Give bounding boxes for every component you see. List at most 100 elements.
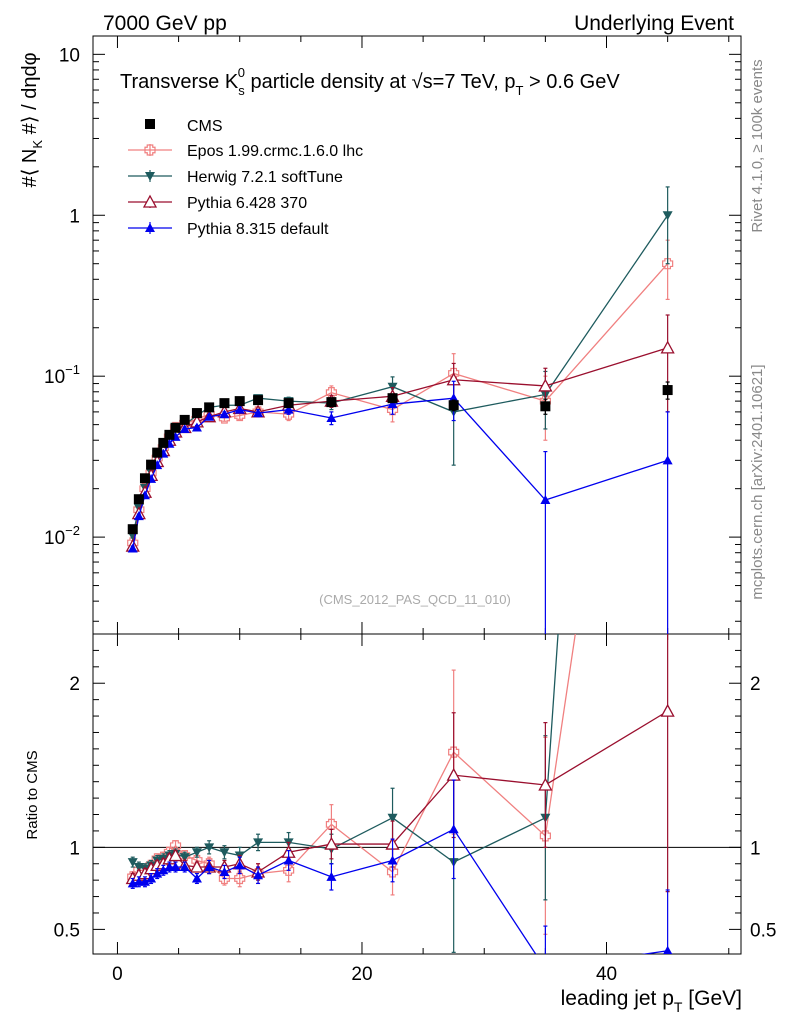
series-line <box>132 347 668 547</box>
point-marker <box>663 945 673 954</box>
ratio-line <box>132 710 668 880</box>
cms-point <box>219 398 230 409</box>
point-marker <box>219 866 230 876</box>
x-tick-label: 20 <box>351 964 372 985</box>
point-marker <box>538 378 553 392</box>
point-marker <box>387 813 398 823</box>
x-axis-label: leading jet pT [GeV] <box>561 987 742 1015</box>
point-marker <box>127 543 138 553</box>
xlabel-sub: T <box>674 999 683 1015</box>
main-data-layer <box>125 186 675 634</box>
point-marker <box>168 848 183 862</box>
point-marker <box>152 868 163 878</box>
point-marker <box>179 853 190 863</box>
y-tick-label-ratio-right: 2 <box>750 674 761 695</box>
point-marker <box>446 767 461 781</box>
point-marker <box>158 865 169 875</box>
chart-title: Transverse Ks0 particle density at √s=7 … <box>120 65 620 98</box>
point-marker <box>283 864 295 876</box>
y-tick-label-ratio: 0.5 <box>54 920 80 941</box>
cms-point <box>204 402 215 413</box>
ylabel-main-sub: K <box>30 140 45 149</box>
point-marker <box>191 873 202 883</box>
y-tick-base: 10 <box>44 367 65 388</box>
cms-point <box>179 414 190 425</box>
legend-label-cms: CMS <box>187 118 223 135</box>
point-marker <box>326 871 337 881</box>
point-marker <box>145 223 155 232</box>
cms-point <box>253 395 264 406</box>
ratio-line <box>132 634 576 880</box>
y-tick-base: 10 <box>44 528 65 549</box>
ratio-line <box>132 828 668 954</box>
point-marker <box>142 194 158 208</box>
cms-point <box>133 494 144 505</box>
ylabel-main-text: #⟨ N <box>19 149 41 188</box>
y-tick-base: 10 <box>59 45 80 66</box>
legend-label: Epos 1.99.crmc.1.6.0 lhc <box>187 143 363 160</box>
cms-point <box>448 400 459 411</box>
point-marker <box>204 843 215 853</box>
header-left: 7000 GeV pp <box>103 12 227 35</box>
title-post-sub: T <box>516 83 524 98</box>
point-marker <box>538 777 553 791</box>
analysis-id-watermark: (CMS_2012_PAS_QCD_11_010) <box>319 592 511 607</box>
point-marker <box>540 964 550 973</box>
point-marker <box>662 258 674 270</box>
point-marker <box>448 824 459 834</box>
point-marker <box>234 860 245 870</box>
xlabel-text: leading jet p <box>561 987 674 1010</box>
point-marker <box>325 818 338 830</box>
point-marker <box>660 703 675 717</box>
point-marker <box>133 511 144 521</box>
point-marker <box>386 866 399 878</box>
point-marker <box>191 848 202 858</box>
point-marker <box>387 855 398 865</box>
cms-point <box>170 422 181 433</box>
point-marker <box>179 423 190 433</box>
point-marker <box>253 838 264 848</box>
point-marker <box>448 746 460 758</box>
cms-point <box>326 397 337 408</box>
title-sup: 0 <box>238 65 245 80</box>
point-marker <box>146 873 157 883</box>
point-marker <box>219 409 230 419</box>
point-marker <box>253 408 264 418</box>
title-sqrt: s <box>423 71 433 93</box>
point-marker <box>387 399 398 409</box>
cms-point <box>191 408 202 419</box>
header-right: Underlying Event <box>574 12 734 35</box>
legend: CMS Epos 1.99.crmc.1.6.0 lhc Herwig 7.2.1 … <box>128 118 363 238</box>
cms-point <box>234 396 245 407</box>
x-tick-label: 0 <box>112 964 123 985</box>
point-marker <box>539 830 551 842</box>
point-marker <box>219 848 230 858</box>
point-marker <box>283 855 294 865</box>
point-marker <box>326 412 337 422</box>
main-axes: 10 1 10−1 10−2 <box>44 36 741 634</box>
point-marker <box>179 862 190 872</box>
point-marker <box>662 455 673 465</box>
point-marker <box>204 862 215 872</box>
point-marker <box>253 870 264 880</box>
title-mid: particle density at <box>245 71 412 93</box>
y-tick-label-main: 10−1 <box>44 362 80 388</box>
point-marker <box>191 422 202 432</box>
y-tick-base: 1 <box>69 206 80 227</box>
title-pre: Transverse K <box>120 71 239 93</box>
title-post: =7 TeV, p <box>433 71 516 93</box>
x-tick-label: 40 <box>596 964 617 985</box>
series-line <box>132 214 669 536</box>
point-marker <box>234 404 245 414</box>
y-tick-label-main: 10−2 <box>44 523 80 549</box>
y-tick-label-ratio: 2 <box>69 674 80 695</box>
point-marker <box>179 849 191 862</box>
y-tick-label-ratio-right: 0.5 <box>750 920 776 941</box>
cms-point <box>139 473 150 484</box>
y-axis-label-main: #⟨ NK #⟩ / dηdφ <box>19 52 45 187</box>
legend-label: Pythia 6.428 370 <box>187 195 307 212</box>
y-tick-label-ratio: 1 <box>69 838 80 859</box>
legend-label: Herwig 7.2.1 softTune <box>187 169 343 186</box>
mcplots-label: mcplots.cern.ch [arXiv:2401.10621] <box>749 364 766 599</box>
